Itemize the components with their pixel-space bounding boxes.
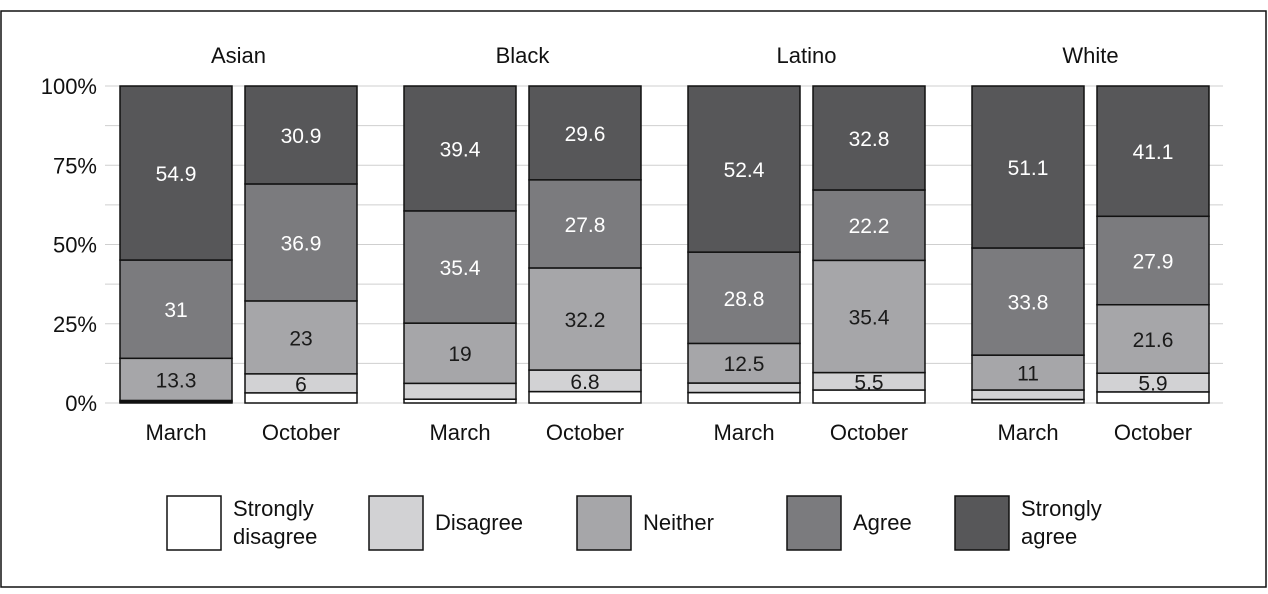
bar-segment — [403, 210, 517, 324]
bar-segment — [244, 300, 358, 375]
x-tick-label: October — [262, 420, 340, 445]
bar-segment — [528, 85, 642, 181]
legend-item: Disagree — [368, 495, 523, 551]
data-label: 13.3 — [156, 369, 197, 392]
legend-label: disagree — [233, 524, 317, 549]
panel-title: Latino — [777, 43, 837, 68]
data-label: 11 — [1017, 363, 1039, 386]
y-tick-label: 100% — [41, 74, 97, 99]
bar-segment — [403, 382, 517, 400]
data-label: 41.1 — [1133, 141, 1174, 164]
x-tick-label: March — [713, 420, 774, 445]
x-tick-label: March — [997, 420, 1058, 445]
data-label: 28.8 — [724, 288, 765, 311]
bar-segment — [687, 251, 801, 345]
legend-label: Neither — [643, 510, 714, 535]
data-label: 54.9 — [156, 163, 197, 186]
legend-swatch — [576, 495, 632, 551]
bar-segment — [119, 85, 233, 261]
bar-segment — [687, 85, 801, 253]
legend-item: Strongly agree — [954, 495, 1102, 551]
legend-label: Strongly — [233, 496, 314, 521]
data-label: 39.4 — [440, 138, 481, 161]
x-tick-label: October — [830, 420, 908, 445]
bar-segment — [1096, 215, 1210, 306]
bar-segment — [244, 85, 358, 185]
legend-item: Neither — [576, 495, 714, 551]
data-label: 12.5 — [724, 353, 765, 376]
bar-segment — [812, 189, 926, 262]
panel-title: White — [1062, 43, 1118, 68]
legend: Strongly disagree Disagree Neither Agree Stro… — [166, 495, 1102, 551]
panel-latino: Latino 12.5 28.8 52.4 March 5.5 35.4 22.2 32.8 Oc… — [687, 43, 926, 445]
bar-segment — [403, 322, 517, 385]
chart-panels: Asian13.33154.9March62336.930.9OctoberBl… — [119, 43, 1210, 445]
data-label: 23 — [289, 327, 312, 350]
x-tick-label: March — [429, 420, 490, 445]
x-tick-label: March — [145, 420, 206, 445]
legend-label: agree — [1021, 524, 1077, 549]
legend-label: Agree — [853, 510, 912, 535]
panel-black: Black 19 35.4 39.4 March 6.8 32.2 27.8 29.6 Octob… — [403, 43, 642, 445]
data-label: 6.8 — [570, 371, 599, 394]
x-tick-label: October — [546, 420, 624, 445]
y-axis: 0% 25% 50% 75% 100% — [41, 74, 97, 416]
data-label: 6 — [295, 373, 307, 396]
data-label: 30.9 — [281, 125, 322, 148]
data-label: 5.5 — [854, 371, 883, 394]
data-label: 31 — [164, 299, 187, 322]
panel-asian: Asian 13.3 31 54.9 March 6 23 36.9 30.9 October — [119, 43, 358, 445]
data-label: 22.2 — [849, 215, 890, 238]
bar-segment — [244, 183, 358, 302]
legend-item: Agree — [786, 495, 912, 551]
data-label: 27.8 — [565, 214, 606, 237]
bar-segment — [1096, 303, 1210, 374]
bar-segment — [687, 391, 801, 404]
y-tick-label: 25% — [53, 312, 97, 337]
panel-white: White 11 33.8 51.1 March 5.9 21.6 27.9 41.1 Octob… — [971, 43, 1210, 445]
data-label: 21.6 — [1133, 329, 1174, 352]
data-label: 29.6 — [565, 123, 606, 146]
data-label: 27.9 — [1133, 251, 1174, 274]
data-label: 35.4 — [849, 306, 890, 329]
bar-segment — [812, 85, 926, 191]
data-label: 19 — [448, 343, 471, 366]
legend-label: Strongly — [1021, 496, 1102, 521]
data-label: 35.4 — [440, 257, 481, 280]
data-label: 51.1 — [1008, 157, 1049, 180]
legend-swatch — [166, 495, 222, 551]
y-tick-label: 75% — [53, 153, 97, 178]
bar-segment — [403, 85, 517, 212]
bar-segment — [1096, 85, 1210, 218]
bar-segment — [528, 267, 642, 371]
data-label: 32.8 — [849, 128, 890, 151]
bar-segment — [971, 389, 1085, 401]
bar-segment — [528, 179, 642, 269]
y-tick-label: 0% — [65, 391, 97, 416]
legend-label: Disagree — [435, 510, 523, 535]
data-label: 52.4 — [724, 159, 765, 182]
legend-item: Strongly disagree — [166, 495, 317, 551]
data-label: 33.8 — [1008, 292, 1049, 315]
legend-swatch — [954, 495, 1010, 551]
data-label: 32.2 — [565, 309, 606, 332]
bar-segment — [971, 247, 1085, 356]
data-label: 5.9 — [1138, 373, 1167, 396]
bar-segment — [119, 259, 233, 360]
x-tick-label: October — [1114, 420, 1192, 445]
bar-segment — [971, 354, 1085, 391]
bar-segment — [812, 259, 926, 374]
panel-title: Black — [496, 43, 551, 68]
legend-swatch — [368, 495, 424, 551]
bar-segment — [119, 357, 233, 402]
bar-segment — [687, 382, 801, 394]
legend-swatch — [786, 495, 842, 551]
panel-title: Asian — [211, 43, 266, 68]
bar-segment — [971, 85, 1085, 249]
data-label: 36.9 — [281, 232, 322, 255]
y-tick-label: 50% — [53, 233, 97, 258]
